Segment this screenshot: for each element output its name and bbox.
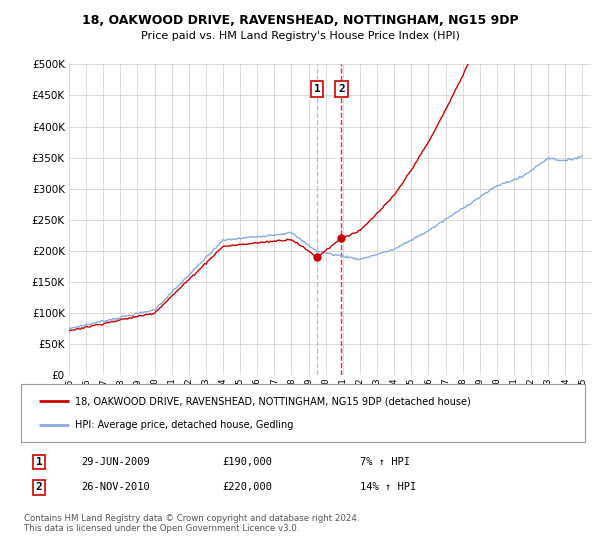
Text: 1: 1 bbox=[35, 457, 43, 467]
Text: 2: 2 bbox=[338, 84, 345, 94]
Text: 18, OAKWOOD DRIVE, RAVENSHEAD, NOTTINGHAM, NG15 9DP: 18, OAKWOOD DRIVE, RAVENSHEAD, NOTTINGHA… bbox=[82, 14, 518, 27]
Text: £190,000: £190,000 bbox=[222, 457, 272, 467]
Text: 2: 2 bbox=[35, 482, 43, 492]
Text: 7% ↑ HPI: 7% ↑ HPI bbox=[360, 457, 410, 467]
Text: 18, OAKWOOD DRIVE, RAVENSHEAD, NOTTINGHAM, NG15 9DP (detached house): 18, OAKWOOD DRIVE, RAVENSHEAD, NOTTINGHA… bbox=[75, 396, 471, 407]
Text: £220,000: £220,000 bbox=[222, 482, 272, 492]
Text: 26-NOV-2010: 26-NOV-2010 bbox=[81, 482, 150, 492]
Text: 14% ↑ HPI: 14% ↑ HPI bbox=[360, 482, 416, 492]
Text: HPI: Average price, detached house, Gedling: HPI: Average price, detached house, Gedl… bbox=[75, 419, 293, 430]
Text: 1: 1 bbox=[314, 84, 320, 94]
Text: Price paid vs. HM Land Registry's House Price Index (HPI): Price paid vs. HM Land Registry's House … bbox=[140, 31, 460, 41]
Text: Contains HM Land Registry data © Crown copyright and database right 2024.
This d: Contains HM Land Registry data © Crown c… bbox=[24, 514, 359, 534]
Text: 29-JUN-2009: 29-JUN-2009 bbox=[81, 457, 150, 467]
